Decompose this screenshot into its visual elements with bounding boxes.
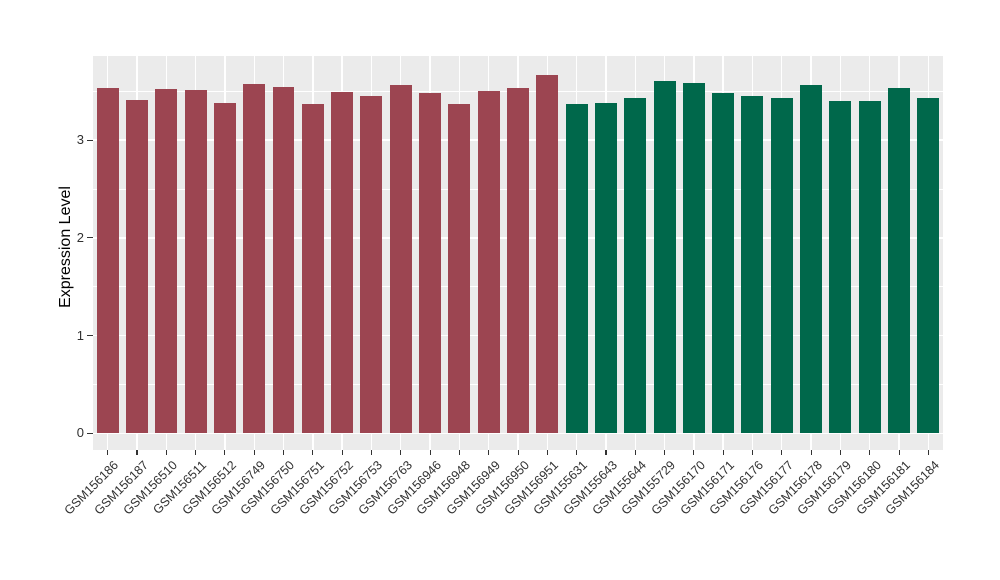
bar-GSM155643 — [594, 102, 617, 434]
y-tick-mark — [87, 237, 93, 239]
x-tick-mark — [283, 450, 285, 455]
bar-GSM156948 — [448, 103, 471, 434]
bar-GSM156511 — [184, 90, 207, 434]
y-tick-mark — [87, 432, 93, 434]
x-tick-mark — [576, 450, 578, 455]
bar-GSM156178 — [800, 85, 823, 434]
bar-GSM156951 — [536, 74, 559, 434]
x-tick-mark — [839, 450, 841, 455]
x-tick-mark — [605, 450, 607, 455]
bar-GSM156752 — [331, 92, 354, 434]
x-tick-mark — [341, 450, 343, 455]
x-tick-mark — [312, 450, 314, 455]
x-tick-mark — [165, 450, 167, 455]
x-tick-mark — [253, 450, 255, 455]
y-tick-label: 1 — [76, 327, 84, 343]
x-tick-mark — [370, 450, 373, 455]
x-tick-mark — [488, 450, 490, 455]
x-tick-mark — [781, 450, 783, 455]
bar-GSM156763 — [389, 85, 412, 434]
bar-GSM156176 — [741, 96, 764, 434]
bar-GSM156171 — [712, 93, 735, 434]
bar-GSM156170 — [682, 83, 705, 434]
x-tick-mark — [546, 450, 548, 455]
plot-panel — [93, 56, 943, 450]
bar-GSM156181 — [888, 88, 910, 434]
y-tick-label: 2 — [76, 229, 84, 245]
y-tick-label: 3 — [76, 132, 84, 148]
y-tick-label: 0 — [76, 425, 84, 441]
x-tick-mark — [136, 450, 138, 455]
x-tick-mark — [664, 450, 666, 455]
bar-GSM156184 — [917, 98, 940, 434]
x-tick-mark — [517, 450, 519, 455]
x-tick-mark — [195, 450, 197, 455]
bar-GSM156749 — [243, 84, 266, 434]
x-tick-mark — [107, 450, 109, 455]
x-tick-mark — [224, 450, 226, 455]
bar-GSM156177 — [770, 98, 793, 434]
x-tick-mark — [458, 450, 460, 455]
y-tick-mark — [87, 335, 93, 337]
bar-GSM155729 — [653, 81, 676, 434]
x-tick-mark — [693, 450, 695, 455]
bar-GSM156512 — [213, 102, 236, 434]
x-tick-mark — [722, 450, 724, 455]
bar-GSM156949 — [477, 91, 500, 434]
bar-GSM156180 — [858, 100, 881, 434]
x-tick-mark — [898, 450, 900, 455]
bar-GSM156510 — [155, 89, 178, 434]
x-tick-mark — [810, 450, 812, 455]
bar-GSM156179 — [829, 100, 852, 434]
bar-GSM156753 — [360, 96, 383, 434]
bar-GSM156186 — [96, 88, 119, 434]
bar-GSM156751 — [301, 103, 324, 434]
bar-GSM156187 — [125, 99, 148, 434]
y-axis-title: Expression Level — [57, 186, 74, 308]
bar-GSM155644 — [624, 98, 647, 434]
x-tick-mark — [634, 450, 636, 455]
x-tick-mark — [869, 450, 871, 455]
x-tick-mark — [927, 450, 929, 455]
y-tick-mark — [87, 139, 93, 141]
bar-GSM155631 — [565, 103, 588, 434]
x-tick-mark — [751, 450, 754, 455]
bar-GSM156750 — [272, 87, 295, 434]
x-tick-mark — [429, 450, 431, 455]
x-tick-mark — [400, 450, 402, 455]
bar-GSM156950 — [507, 88, 529, 434]
bar-GSM156946 — [419, 93, 442, 434]
